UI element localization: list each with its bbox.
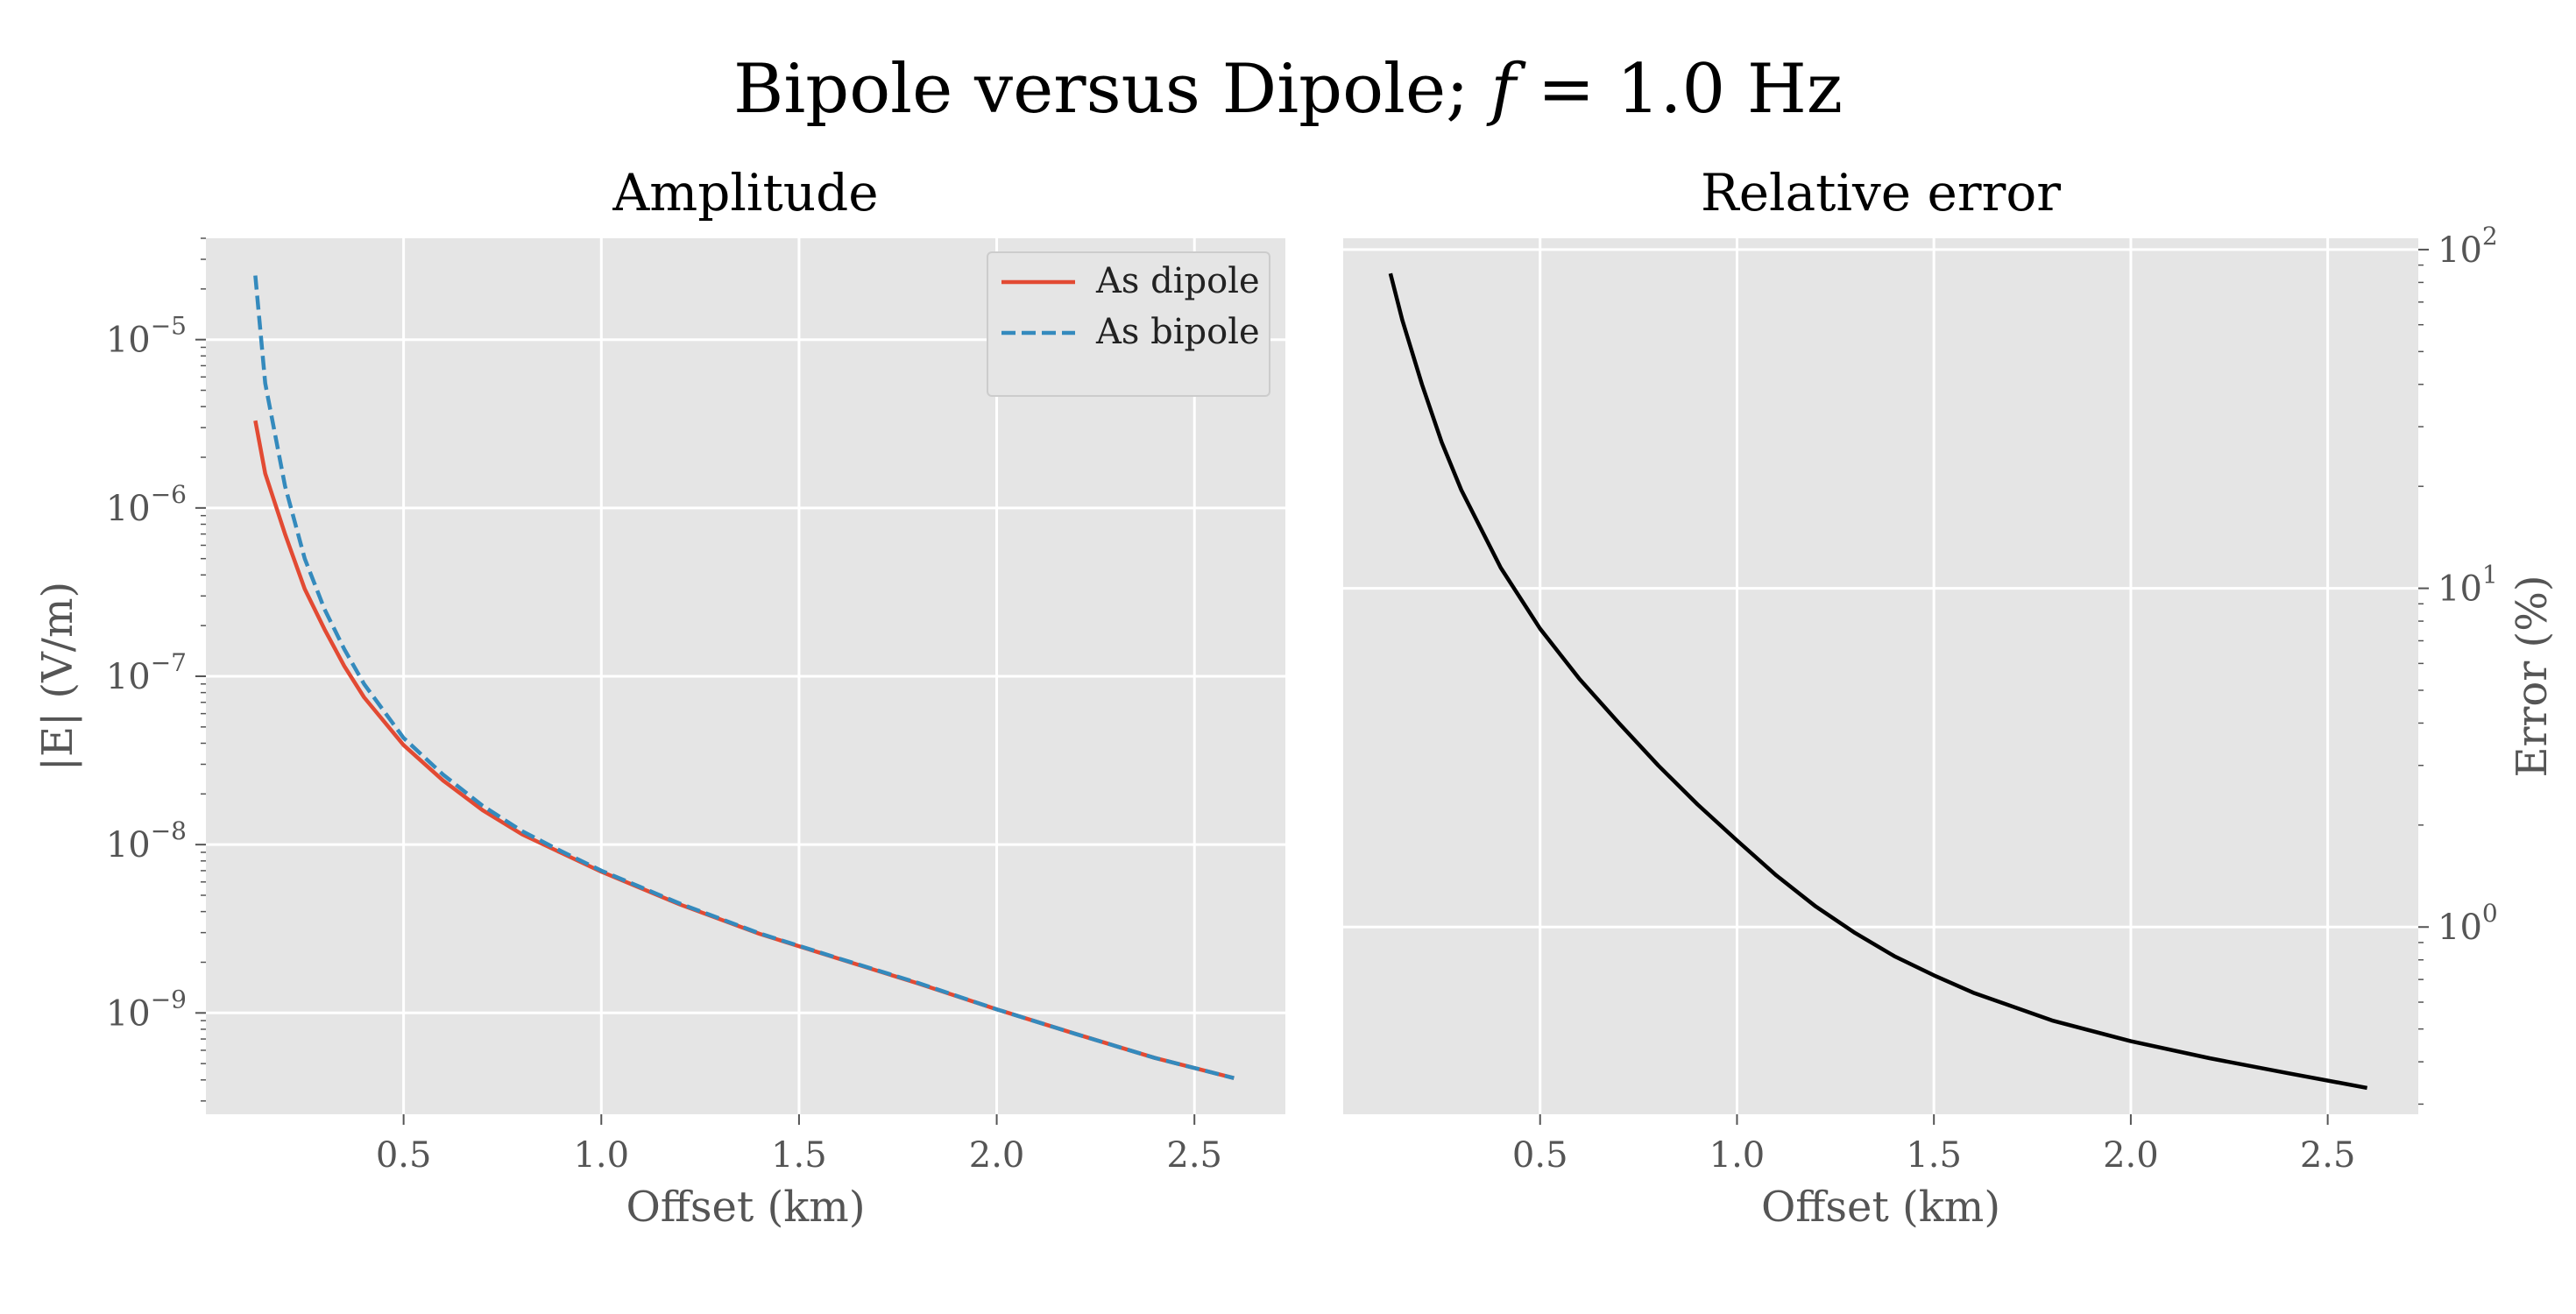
panel-title: Amplitude — [612, 163, 878, 223]
legend: As dipole As bipole — [987, 251, 1270, 397]
amplitude-panel: 0.5 1.0 1.5 2.0 2.5 10−9 10−8 10−7 10−6 10−5 Ampli… — [33, 163, 1285, 1232]
y-tick-label: 100 — [2438, 899, 2498, 948]
y-tick-label: 10−8 — [106, 816, 187, 865]
x-tick-label: 2.5 — [1166, 1135, 1222, 1176]
figure-title: Bipole versus Dipole; f = 1.0 Hz — [733, 50, 1843, 129]
x-tick-label: 2.5 — [2300, 1135, 2356, 1176]
x-tick-label: 1.0 — [573, 1135, 629, 1176]
legend-box — [987, 251, 1270, 397]
relative-error-panel: 0.5 1.0 1.5 2.0 2.5 100 101 102 Relative error Of… — [1343, 163, 2557, 1232]
x-tick-label: 0.5 — [1512, 1135, 1568, 1176]
x-tick-label: 1.5 — [1906, 1135, 1962, 1176]
y-tick-label: 102 — [2438, 222, 2498, 271]
x-axis-label: Offset (km) — [626, 1183, 865, 1232]
y-axis-label: |E| (V/m) — [33, 582, 82, 771]
y-tick-label: 10−5 — [106, 312, 187, 361]
x-tick-label: 1.5 — [771, 1135, 827, 1176]
x-axis-label: Offset (km) — [1761, 1183, 2000, 1232]
x-tick-label: 0.5 — [376, 1135, 432, 1176]
series-line-error — [1388, 272, 2368, 1091]
y-tick-label: 10−6 — [106, 480, 187, 529]
series-line-as-bipole — [253, 275, 1235, 1080]
y-tick-label: 101 — [2438, 561, 2498, 610]
x-tick-label: 2.0 — [969, 1135, 1025, 1176]
series-line-as-dipole — [253, 420, 1235, 1080]
x-tick-label: 2.0 — [2103, 1135, 2159, 1176]
figure-title-part-1: Bipole versus Dipole; — [733, 50, 1490, 129]
plot-area-1 — [1343, 238, 2418, 1114]
y-axis-label: Error (%) — [2508, 575, 2557, 777]
figure-title-part-3: = 1.0 Hz — [1516, 50, 1843, 129]
panel-title: Relative error — [1701, 163, 2061, 223]
legend-entry-label: As bipole — [1095, 312, 1260, 352]
y-tick-label: 10−7 — [106, 648, 187, 697]
legend-entry-label: As dipole — [1095, 261, 1260, 301]
y-tick-label: 10−9 — [106, 985, 187, 1034]
x-tick-label: 1.0 — [1709, 1135, 1766, 1176]
